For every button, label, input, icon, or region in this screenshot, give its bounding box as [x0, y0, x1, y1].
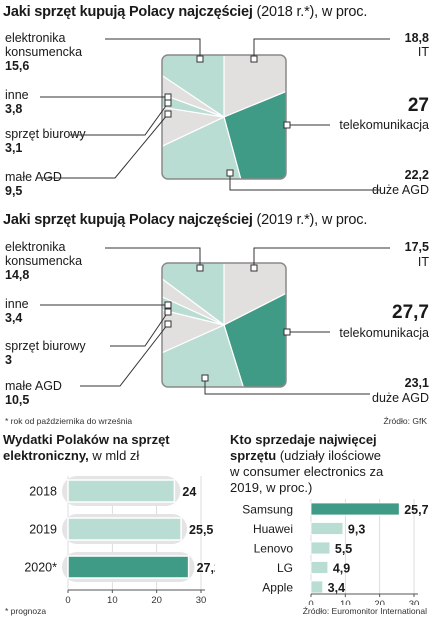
leader-agd-2019 [80, 323, 169, 387]
bar-2018 [67, 479, 176, 503]
marker-inne-2019 [164, 301, 172, 309]
leader-elektronika-2019 [105, 247, 201, 267]
pie-slice-inne [162, 263, 225, 326]
bar-category-label: Lenovo [254, 542, 294, 556]
pie-2019-svg [40, 247, 390, 395]
marker-elektronika-2019 [196, 264, 204, 272]
pie-2018-leaders [40, 38, 390, 191]
marker-tele-2019 [283, 328, 291, 336]
label-it-2019: IT [417, 255, 429, 269]
bar-2019 [67, 517, 182, 541]
bar-brands-chart: Samsung 25,7 Huawei 9,3 Lenovo 5,5 LG 4,9 Apple 3… [242, 499, 429, 605]
bar-value-label: 25,7 [404, 503, 428, 517]
pie-slice-it [223, 263, 286, 326]
marker-duze-2018 [226, 169, 234, 177]
label-inne-2018: inne 3,8 [5, 88, 29, 116]
source-bottom: Źródło: Euromonitor International [302, 606, 427, 616]
bar-value-label: 4,9 [333, 562, 350, 576]
label-tele-2018: telekomunikacja [339, 118, 429, 132]
x-tick-label: 10 [107, 595, 118, 605]
bar-lenovo [310, 541, 331, 555]
pie-frame [161, 54, 287, 180]
label-agd-2018: małe AGD 9,5 [5, 170, 62, 198]
bar-category-label: Apple [262, 581, 293, 595]
bar-value-label: 3,4 [328, 581, 345, 595]
bar-category-label: LG [277, 561, 293, 575]
leader-biurowy-2018 [70, 102, 169, 136]
pie-2018-title: Jaki sprzęt kupują Polacy najczęściej (2… [3, 4, 368, 20]
marker-biurowy-2018 [164, 99, 172, 107]
value-duze-2019: 23,1 [404, 376, 429, 390]
footnote-top: * rok od października do września [5, 416, 133, 426]
bar-category-label: 2018 [29, 485, 57, 499]
marker-duze-2019 [201, 374, 209, 382]
bar-samsung [310, 502, 400, 516]
x-tick-label: 20 [374, 599, 385, 605]
label-it-2018: IT [417, 45, 429, 59]
leader-it-2019 [253, 247, 390, 267]
pie-2019-leaders [40, 247, 390, 395]
marker-tele-2018 [283, 121, 291, 129]
bar-huawei [310, 522, 344, 535]
bar-apple [310, 580, 324, 594]
label-tele-2019: telekomunikacja [339, 326, 429, 340]
x-tick-label: 0 [308, 599, 313, 605]
x-tick-label: 20 [151, 595, 162, 605]
leader-duze-2019 [204, 378, 370, 395]
source-top: Źródło: GfK [383, 416, 427, 426]
x-tick-label: 10 [340, 599, 351, 605]
pie-2018-svg [40, 38, 390, 191]
label-duze-2019: duże AGD [372, 391, 429, 405]
bar-spending-chart: 2018 24 2019 25,5 2020* 27,2 0 10 20 30 [24, 476, 215, 605]
marker-it-2018 [250, 55, 258, 63]
x-tick-label: 0 [65, 595, 70, 605]
bar-lg [310, 561, 329, 574]
marker-agd-2018 [164, 110, 172, 118]
pie-2019-title: Jaki sprzęt kupują Polacy najczęściej (2… [3, 212, 368, 228]
pie-frame [161, 262, 287, 388]
value-tele-2019: 27,7 [392, 302, 429, 323]
value-it-2019: 17,5 [404, 240, 429, 254]
bar-value-label: 25,5 [189, 523, 213, 537]
label-agd-2019: małe AGD 10,5 [5, 379, 62, 407]
value-tele-2018: 27 [407, 95, 429, 116]
bar-value-label: 9,3 [348, 523, 365, 537]
leader-agd-2018 [40, 113, 169, 179]
bar-value-label: 24 [182, 485, 196, 499]
label-elektronika-2018: elektronika konsumencka 15,6 [5, 31, 83, 73]
footnote-bottom: * prognoza [5, 606, 47, 616]
leader-duze-2018 [229, 173, 380, 191]
bar-category-label: 2020* [24, 561, 57, 575]
bar-brands-title: Kto sprzedaje najwięcej sprzętu (udziały… [230, 432, 384, 495]
x-tick-label: 30 [196, 595, 207, 605]
bar-category-label: Huawei [253, 522, 293, 536]
bar-category-label: Samsung [242, 503, 293, 517]
leader-elektronika-2018 [105, 38, 201, 58]
value-it-2018: 18,8 [404, 31, 429, 45]
pie-slice-sprzęt-biurowy [162, 272, 225, 326]
pie-slice-elektronika-konsumencka [162, 55, 225, 119]
marker-biurowy-2019 [164, 308, 172, 316]
bar-value-label: 5,5 [335, 542, 352, 556]
label-biurowy-2019: sprzęt biurowy 3 [5, 339, 86, 367]
label-duze-2018: duże AGD [372, 183, 429, 197]
pie-slice-it [223, 55, 286, 118]
bar-spending-title: Wydatki Polaków na sprzęt elektroniczny,… [3, 432, 170, 463]
label-elektronika-2019: elektronika konsumencka 14,8 [5, 240, 83, 282]
x-tick-label: 30 [409, 599, 420, 605]
pie-slice-elektronika-konsumencka [162, 263, 225, 327]
marker-inne-2018 [164, 93, 172, 101]
pie-slice-inne [162, 55, 225, 118]
leader-biurowy-2019 [110, 311, 169, 347]
bar-category-label: 2019 [29, 523, 57, 537]
marker-it-2019 [250, 264, 258, 272]
bar-value-label: 27,2 [197, 561, 215, 575]
label-biurowy-2018: sprzęt biurowy 3,1 [5, 127, 86, 155]
marker-agd-2019 [164, 320, 172, 328]
value-duze-2018: 22,2 [404, 168, 429, 182]
label-inne-2019: inne 3,4 [5, 297, 29, 325]
leader-it-2018 [253, 38, 390, 58]
bar-2020 [67, 555, 190, 579]
marker-elektronika-2018 [196, 55, 204, 63]
